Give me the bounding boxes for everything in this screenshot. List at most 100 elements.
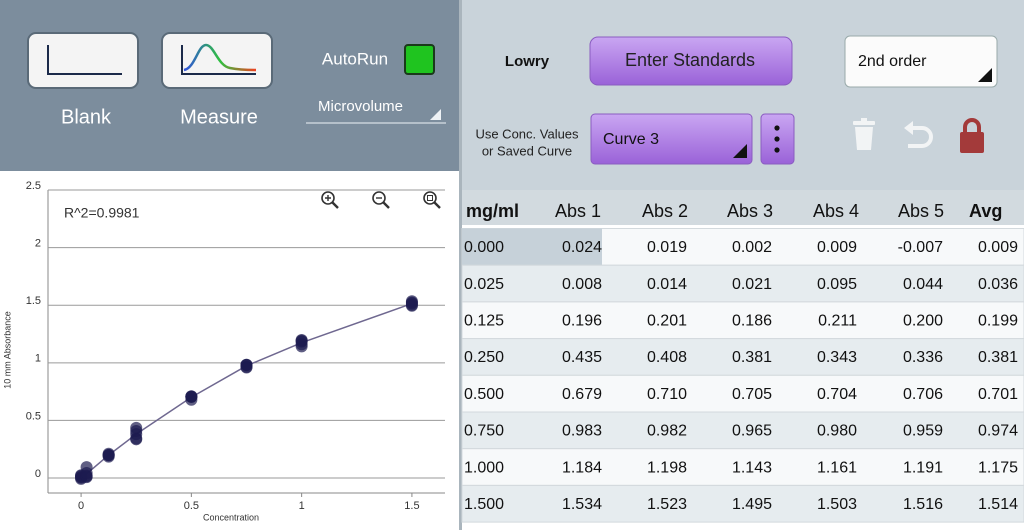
undo-button[interactable] <box>904 121 933 148</box>
dropdown-arrow <box>978 68 992 82</box>
autorun-checkbox[interactable] <box>404 44 435 75</box>
table-cell: 1.516 <box>903 496 943 513</box>
table-cell: 0.014 <box>647 276 687 293</box>
zoom-plus <box>325 195 331 201</box>
enter-standards-button[interactable]: Enter Standards <box>589 36 793 86</box>
zoom-box <box>427 195 433 201</box>
column-header: Abs 4 <box>813 201 859 221</box>
table-cell: 0.500 <box>464 386 504 403</box>
table-cell: 0.435 <box>562 349 602 366</box>
curve-dropdown[interactable]: Curve 3 <box>590 113 753 165</box>
blank-button[interactable] <box>27 32 139 89</box>
blank-label: Blank <box>61 106 112 128</box>
dropdown-arrow <box>430 109 441 120</box>
dot <box>774 147 780 153</box>
table-cell: 0.002 <box>732 239 772 256</box>
button-label: Enter Standards <box>625 50 755 70</box>
axis-icon <box>47 45 122 75</box>
row-bg <box>461 301 1024 340</box>
dot <box>774 136 780 142</box>
y-tick-label: 1 <box>35 353 41 365</box>
x-tick-label: 1 <box>299 500 305 512</box>
button-face <box>589 36 793 86</box>
table-cell: 1.161 <box>817 459 857 476</box>
column-header: Avg <box>969 201 1002 221</box>
zoom-lens <box>321 191 335 205</box>
calibration-chart: 0 0.5 1 1.5 2 2.5 0 0.5 1 1.5 <box>26 180 445 512</box>
row-bg <box>461 484 1024 523</box>
table-cell: 0.186 <box>732 312 772 329</box>
table-cell: 0.095 <box>817 276 857 293</box>
method-label: Lowry <box>505 53 550 70</box>
table-cell: 0.983 <box>562 423 602 440</box>
zoom-handle <box>331 201 339 209</box>
delete-button[interactable] <box>853 118 875 150</box>
curve-value: Curve 3 <box>603 131 659 148</box>
button-face <box>161 32 273 89</box>
table-cell: 0.044 <box>903 276 943 293</box>
column-header: Abs 2 <box>642 201 688 221</box>
table-cell: 0.025 <box>464 276 504 293</box>
autorun-label: AutoRun <box>322 49 388 68</box>
measure-button[interactable] <box>161 32 273 89</box>
measure-label: Measure <box>180 106 258 128</box>
table-cell: 0.705 <box>732 386 772 403</box>
x-axis-label: Concentration <box>203 512 259 522</box>
y-tick-label: 2.5 <box>26 180 41 192</box>
mode-value: Microvolume <box>318 98 403 115</box>
table-cell: 0.704 <box>817 386 857 403</box>
data-point <box>130 433 143 446</box>
zoom-reset[interactable] <box>423 191 441 209</box>
chart-bg <box>0 171 459 530</box>
table-cell: 0.036 <box>978 276 1018 293</box>
spectrum-icon <box>183 43 257 72</box>
table-cell: 0.008 <box>562 276 602 293</box>
standards-table: mg/ml Abs 1 Abs 2 Abs 3 Abs 4 Abs 5 Avg 0.000 0.… <box>461 190 1024 523</box>
table-cell: 0.336 <box>903 349 943 366</box>
data-point <box>80 466 93 479</box>
table-cell: 0.701 <box>978 386 1018 403</box>
table-cell: 0.381 <box>978 349 1018 366</box>
data-point <box>240 361 253 374</box>
x-tick-label: 1.5 <box>404 500 419 512</box>
table-cell: 0.959 <box>903 423 943 440</box>
data-point <box>405 297 418 310</box>
lock-shackle <box>963 118 981 133</box>
table-cell: 1.534 <box>562 496 602 513</box>
column-header: Abs 1 <box>555 201 601 221</box>
mode-dropdown[interactable]: Microvolume <box>306 98 446 124</box>
source-label: or Saved Curve <box>482 143 572 158</box>
table-cell: 0.982 <box>647 423 687 440</box>
zoom-handle <box>433 201 441 209</box>
table-cell: 0.021 <box>732 276 772 293</box>
table-cell: 0.343 <box>817 349 857 366</box>
table-cell: 1.495 <box>732 496 772 513</box>
column-header: Abs 5 <box>898 201 944 221</box>
table-cell: 1.523 <box>647 496 687 513</box>
x-tick-label: 0.5 <box>184 500 199 512</box>
fit-dropdown[interactable]: 2nd order <box>844 35 998 88</box>
lock-button[interactable] <box>960 118 984 153</box>
table-cell: 0.201 <box>647 312 687 329</box>
more-button[interactable] <box>760 113 795 165</box>
dropdown-arrow <box>733 144 747 158</box>
divider <box>459 0 462 530</box>
undo-arc <box>908 126 933 148</box>
table-cell: 1.175 <box>978 459 1018 476</box>
dropdown-face <box>844 35 998 88</box>
table-cell: 0.000 <box>464 239 504 256</box>
table-cell: 0.750 <box>464 423 504 440</box>
fit-value: 2nd order <box>858 53 927 70</box>
row-bg <box>461 448 1024 486</box>
zoom-out[interactable] <box>372 191 390 209</box>
source-label: Use Conc. Values <box>475 126 579 141</box>
column-header: mg/ml <box>466 201 519 221</box>
row-bg <box>461 338 1024 376</box>
table-cell: 0.009 <box>817 239 857 256</box>
x-tick-label: 0 <box>78 500 84 512</box>
trash-body <box>855 127 873 150</box>
y-tick-label: 2 <box>35 238 41 250</box>
zoom-in[interactable] <box>321 191 339 209</box>
